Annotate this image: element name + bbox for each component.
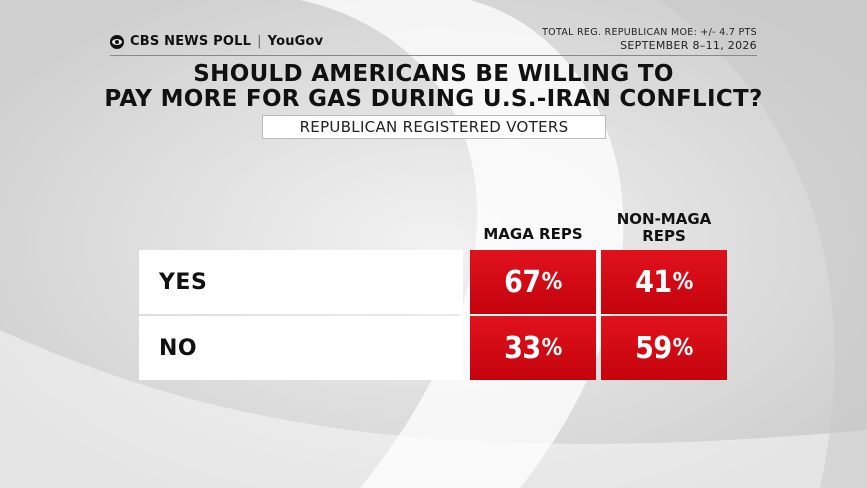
cell-value: 41 (635, 264, 672, 300)
row-label-no: NO (139, 316, 463, 380)
poll-meta: TOTAL REG. REPUBLICAN MOE: +/- 4.7 PTS S… (542, 26, 757, 52)
cell-unit: % (541, 335, 563, 361)
column-header-non-maga-line1: NON-MAGA (616, 210, 712, 228)
cell-value: 33 (504, 330, 541, 366)
brand-network: CBS NEWS POLL (130, 34, 252, 49)
cell-value: 59 (635, 330, 672, 366)
cell-no-maga: 33% (470, 316, 596, 380)
column-header-non-maga-line2: REPS (642, 227, 686, 245)
cell-yes-maga: 67% (470, 250, 596, 314)
cbs-eye-icon (110, 34, 124, 49)
cell-yes-non-maga: 41% (601, 250, 727, 314)
brand-logo: CBS NEWS POLL | YouGov (110, 34, 323, 49)
moe-text: TOTAL REG. REPUBLICAN MOE: +/- 4.7 PTS (542, 27, 757, 38)
chart-title: SHOULD AMERICANS BE WILLING TO PAY MORE … (60, 62, 807, 112)
column-header-maga: MAGA REPS (483, 225, 583, 243)
chart-subtitle: REPUBLICAN REGISTERED VOTERS (262, 115, 606, 139)
column-header-non-maga: NON-MAGA REPS (601, 211, 727, 245)
cell-no-non-maga: 59% (601, 316, 727, 380)
brand-partner: YouGov (267, 34, 324, 49)
cell-unit: % (672, 269, 694, 295)
cell-unit: % (541, 269, 563, 295)
header-divider (110, 55, 757, 56)
cell-unit: % (672, 335, 694, 361)
chart-title-line2: PAY MORE FOR GAS DURING U.S.-IRAN CONFLI… (104, 86, 763, 112)
cell-value: 67 (504, 264, 541, 300)
chart-title-line1: SHOULD AMERICANS BE WILLING TO (193, 61, 674, 87)
brand-separator: | (257, 34, 262, 49)
row-label-yes: YES (139, 250, 463, 314)
poll-dates: SEPTEMBER 8–11, 2026 (620, 39, 757, 52)
